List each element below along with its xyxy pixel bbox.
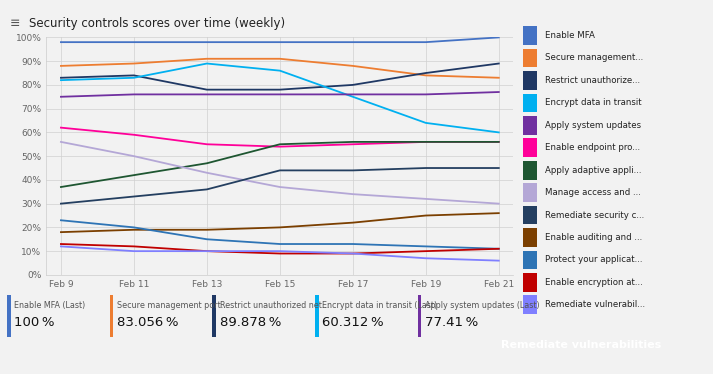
Text: ≡: ≡ <box>9 17 20 30</box>
Text: Secure management port...: Secure management port... <box>117 301 228 310</box>
Text: Protect your applicat...: Protect your applicat... <box>545 255 642 264</box>
Bar <box>523 295 538 314</box>
Text: Apply adaptive appli...: Apply adaptive appli... <box>545 166 641 175</box>
Text: Enable MFA: Enable MFA <box>545 31 595 40</box>
Bar <box>523 116 538 135</box>
Text: 77.41 %: 77.41 % <box>425 316 478 329</box>
Text: Manage access and ...: Manage access and ... <box>545 188 641 197</box>
Text: 89.878 %: 89.878 % <box>220 316 281 329</box>
Bar <box>523 26 538 45</box>
Text: Apply system updates (Last): Apply system updates (Last) <box>425 301 540 310</box>
Text: Encrypt data in transit (Last): Encrypt data in transit (Last) <box>322 301 437 310</box>
Bar <box>523 71 538 90</box>
Text: Remediate security c...: Remediate security c... <box>545 211 644 220</box>
Text: 100 %: 100 % <box>14 316 55 329</box>
Text: Remediate vulnerabilities: Remediate vulnerabilities <box>501 340 662 350</box>
Bar <box>523 228 538 247</box>
Bar <box>523 49 538 67</box>
Text: Remediate vulnerabil...: Remediate vulnerabil... <box>545 300 645 309</box>
Bar <box>523 206 538 224</box>
Text: Enable encryption at...: Enable encryption at... <box>545 278 642 287</box>
Text: 83.056 %: 83.056 % <box>117 316 178 329</box>
Text: Restrict unauthorize...: Restrict unauthorize... <box>545 76 640 85</box>
Bar <box>523 273 538 292</box>
Text: Enable auditing and ...: Enable auditing and ... <box>545 233 642 242</box>
Bar <box>523 183 538 202</box>
Bar <box>523 138 538 157</box>
Text: 60.312 %: 60.312 % <box>322 316 384 329</box>
Bar <box>523 251 538 269</box>
Text: Security controls scores over time (weekly): Security controls scores over time (week… <box>29 17 284 30</box>
Text: Enable MFA (Last): Enable MFA (Last) <box>14 301 86 310</box>
Text: Restrict unauthorized net...: Restrict unauthorized net... <box>220 301 329 310</box>
Text: Enable endpoint pro...: Enable endpoint pro... <box>545 143 640 152</box>
Text: Apply system updates: Apply system updates <box>545 121 641 130</box>
Text: Encrypt data in transit: Encrypt data in transit <box>545 98 642 107</box>
Bar <box>523 161 538 180</box>
Text: Secure management...: Secure management... <box>545 53 643 62</box>
Bar <box>523 94 538 112</box>
